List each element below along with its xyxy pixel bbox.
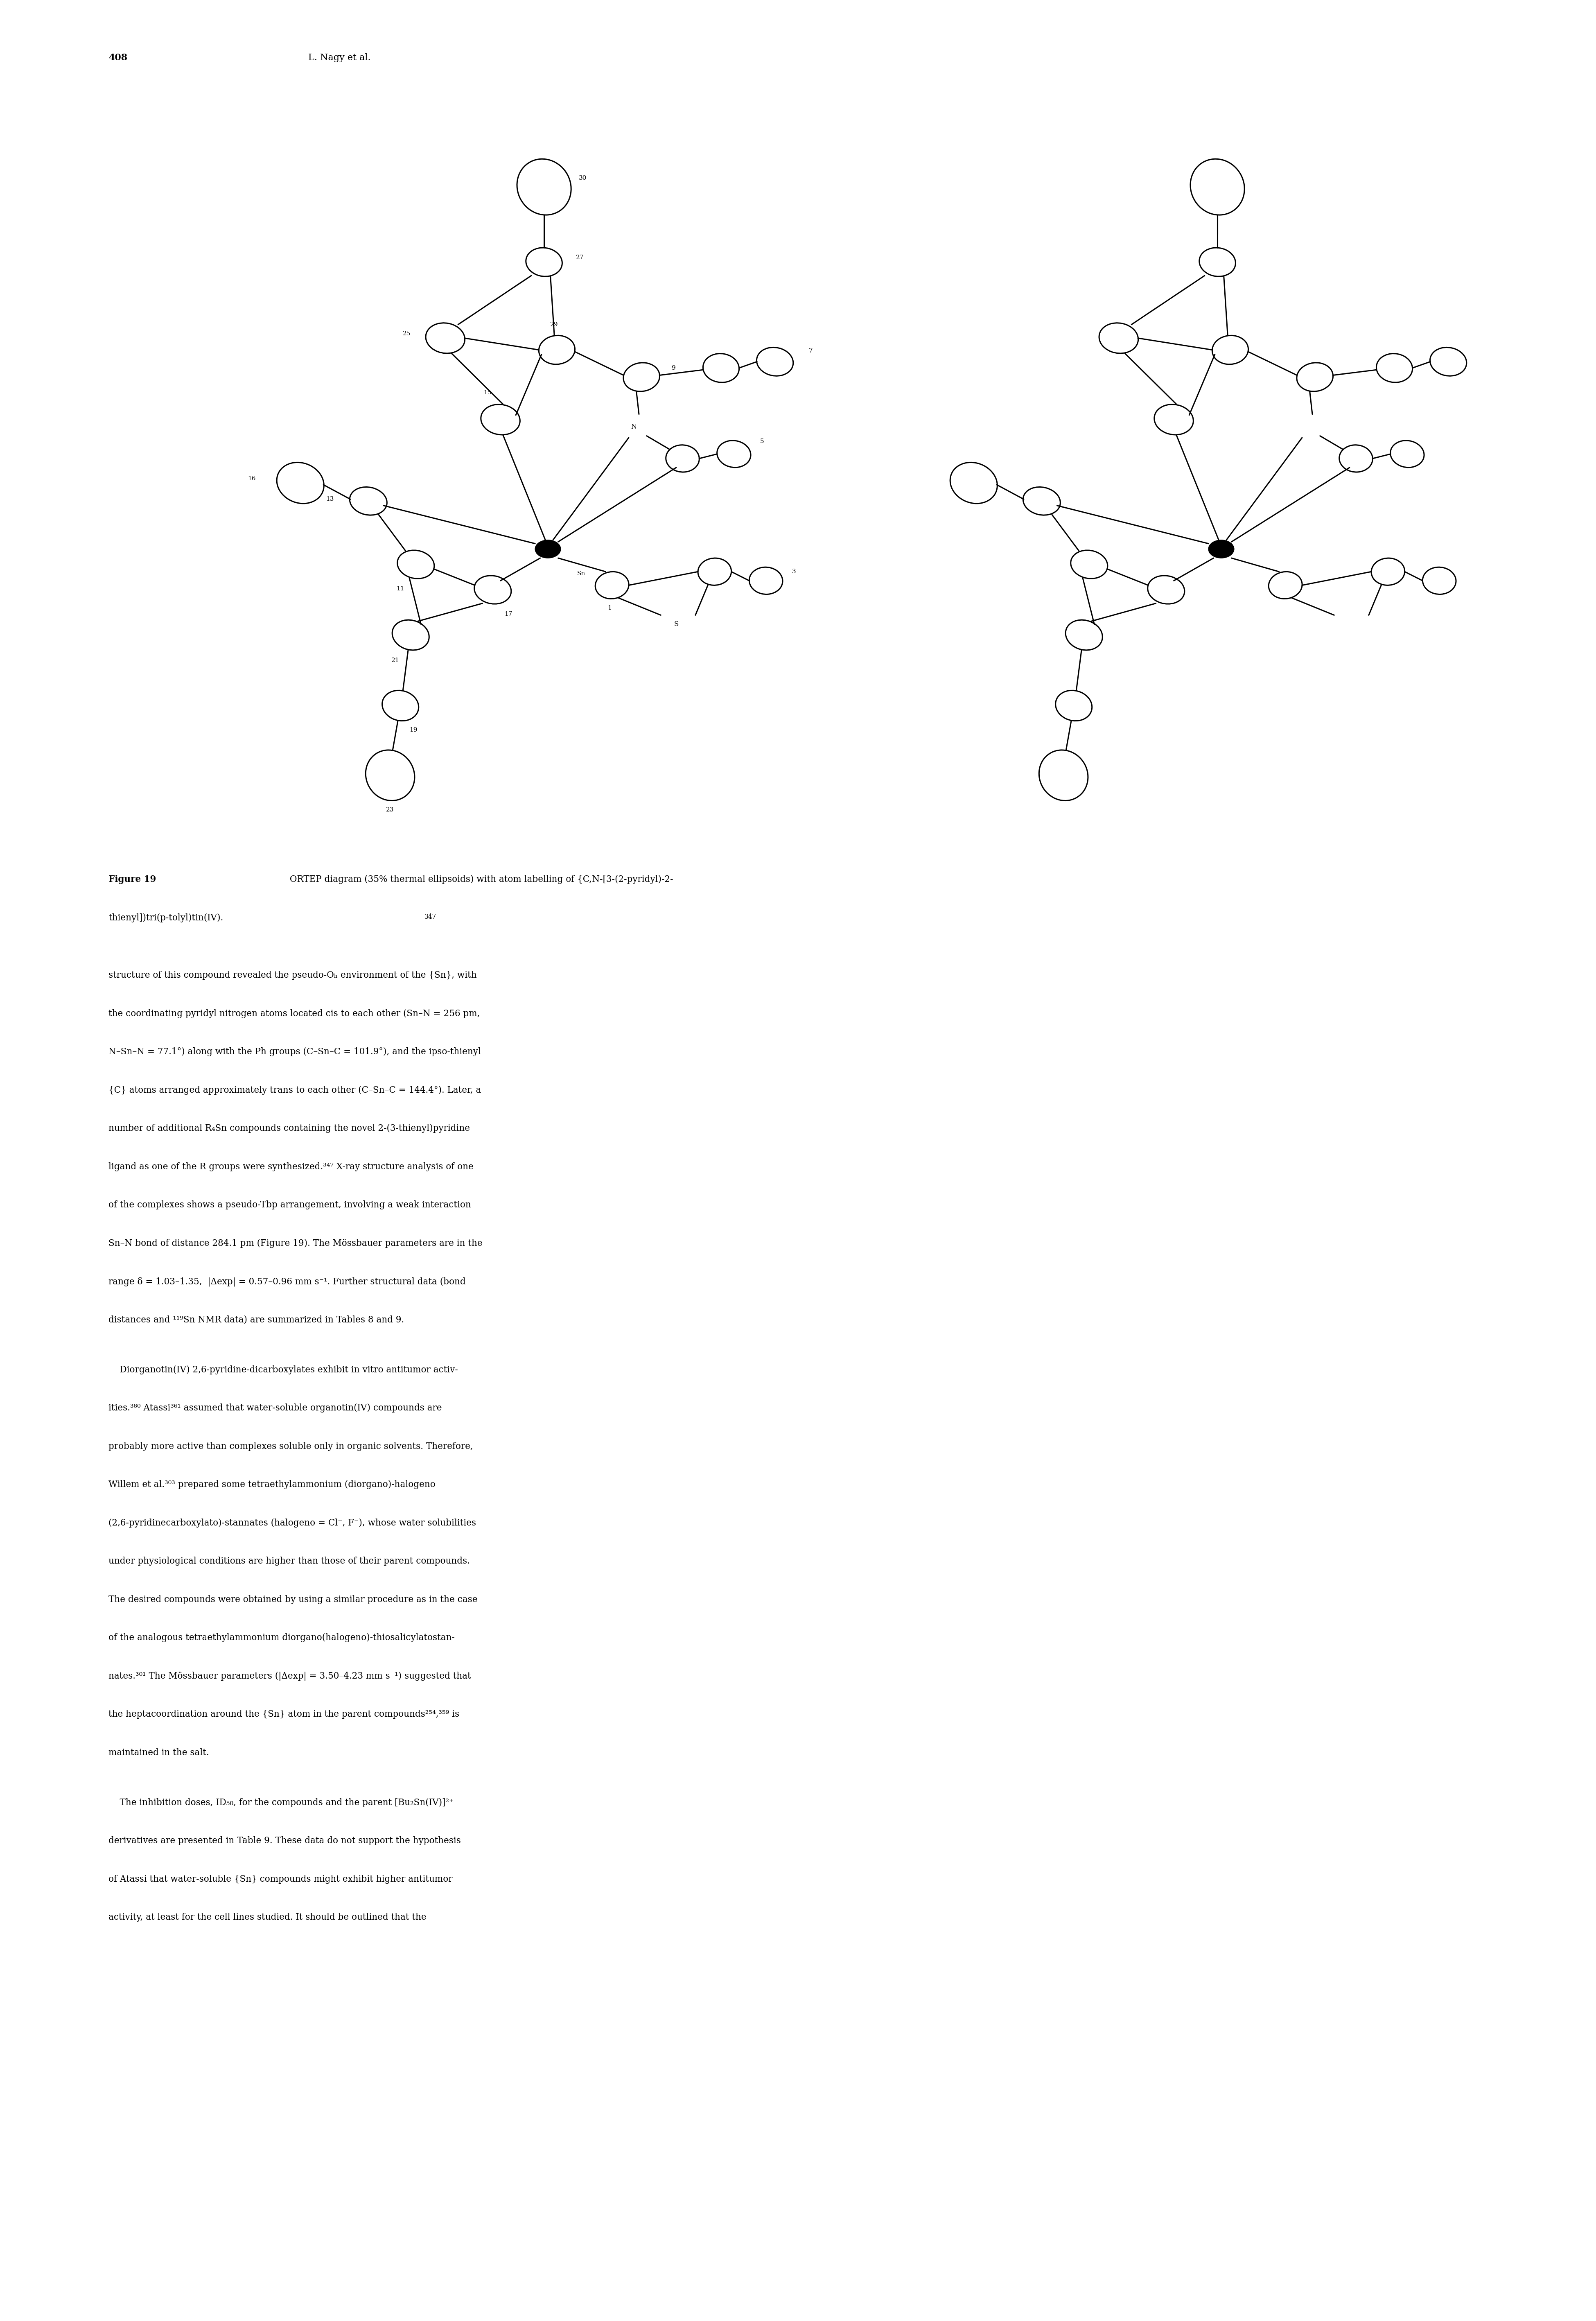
Text: the coordinating pyridyl nitrogen atoms located cis to each other (Sn–N = 256 pm: the coordinating pyridyl nitrogen atoms … bbox=[109, 1010, 480, 1019]
Text: distances and ¹¹⁹Sn NMR data) are summarized in Tables 8 and 9.: distances and ¹¹⁹Sn NMR data) are summar… bbox=[109, 1316, 404, 1325]
Text: Figure 19: Figure 19 bbox=[109, 875, 156, 884]
Text: 9: 9 bbox=[672, 364, 675, 371]
Ellipse shape bbox=[1208, 541, 1234, 557]
Text: N: N bbox=[630, 422, 637, 429]
Text: thienyl])tri(p-tolyl)tin(IV).: thienyl])tri(p-tolyl)tin(IV). bbox=[109, 912, 223, 921]
Text: activity, at least for the cell lines studied. It should be outlined that the: activity, at least for the cell lines st… bbox=[109, 1913, 426, 1922]
Text: S: S bbox=[674, 620, 678, 627]
Text: N–Sn–N = 77.1°) along with the Ph groups (C–Sn–C = 101.9°), and the ipso-thienyl: N–Sn–N = 77.1°) along with the Ph groups… bbox=[109, 1047, 480, 1056]
Text: of the complexes shows a pseudo-Tbp arrangement, involving a weak interaction: of the complexes shows a pseudo-Tbp arra… bbox=[109, 1200, 471, 1209]
Text: range δ = 1.03–1.35,  |Δexp| = 0.57–0.96 mm s⁻¹. Further structural data (bond: range δ = 1.03–1.35, |Δexp| = 0.57–0.96 … bbox=[109, 1277, 466, 1286]
Text: Diorganotin(IV) 2,6-pyridine-dicarboxylates exhibit in vitro antitumor activ-: Diorganotin(IV) 2,6-pyridine-dicarboxyla… bbox=[109, 1365, 458, 1374]
Text: 16: 16 bbox=[247, 476, 255, 480]
Text: derivatives are presented in Table 9. These data do not support the hypothesis: derivatives are presented in Table 9. Th… bbox=[109, 1836, 461, 1845]
Text: under physiological conditions are higher than those of their parent compounds.: under physiological conditions are highe… bbox=[109, 1557, 469, 1567]
Text: 408: 408 bbox=[109, 53, 128, 63]
Text: 7: 7 bbox=[809, 348, 812, 353]
Text: 25: 25 bbox=[402, 330, 410, 337]
Text: 15: 15 bbox=[484, 390, 492, 395]
Text: maintained in the salt.: maintained in the salt. bbox=[109, 1748, 209, 1757]
Text: nates.³⁰¹ The Mössbauer parameters (|Δexp| = 3.50–4.23 mm s⁻¹) suggested that: nates.³⁰¹ The Mössbauer parameters (|Δex… bbox=[109, 1671, 471, 1680]
Text: ligand as one of the R groups were synthesized.³⁴⁷ X-ray structure analysis of o: ligand as one of the R groups were synth… bbox=[109, 1163, 474, 1172]
Text: ORTEP diagram (35% thermal ellipsoids) with atom labelling of {C,N-[3-(2-pyridyl: ORTEP diagram (35% thermal ellipsoids) w… bbox=[284, 875, 674, 884]
Text: Willem et al.³⁰³ prepared some tetraethylammonium (diorgano)-halogeno: Willem et al.³⁰³ prepared some tetraethy… bbox=[109, 1481, 436, 1490]
Text: The inhibition doses, ID₅₀, for the compounds and the parent [Bu₂Sn(IV)]²⁺: The inhibition doses, ID₅₀, for the comp… bbox=[109, 1799, 453, 1808]
Text: ities.³⁶⁰ Atassi³⁶¹ assumed that water-soluble organotin(IV) compounds are: ities.³⁶⁰ Atassi³⁶¹ assumed that water-s… bbox=[109, 1404, 442, 1413]
Text: 13: 13 bbox=[326, 497, 334, 501]
Text: 19: 19 bbox=[409, 726, 417, 733]
Ellipse shape bbox=[535, 541, 560, 557]
Text: The desired compounds were obtained by using a similar procedure as in the case: The desired compounds were obtained by u… bbox=[109, 1595, 477, 1604]
Text: 29: 29 bbox=[551, 323, 559, 327]
Text: Sn–N bond of distance 284.1 pm (Figure 19). The Mössbauer parameters are in the: Sn–N bond of distance 284.1 pm (Figure 1… bbox=[109, 1239, 482, 1249]
Text: 3: 3 bbox=[792, 569, 796, 576]
Text: {C} atoms arranged approximately trans to each other (C–Sn–C = 144.4°). Later, a: {C} atoms arranged approximately trans t… bbox=[109, 1086, 480, 1096]
Text: 21: 21 bbox=[391, 657, 399, 664]
Text: 17: 17 bbox=[504, 610, 512, 617]
Text: 347: 347 bbox=[425, 912, 437, 919]
Text: 5: 5 bbox=[760, 439, 764, 443]
Text: (2,6-pyridinecarboxylato)-stannates (halogeno = Cl⁻, F⁻), whose water solubiliti: (2,6-pyridinecarboxylato)-stannates (hal… bbox=[109, 1518, 476, 1527]
Text: 1: 1 bbox=[608, 606, 611, 610]
Text: structure of this compound revealed the pseudo-Oₕ environment of the {Sn}, with: structure of this compound revealed the … bbox=[109, 970, 477, 979]
Text: 27: 27 bbox=[576, 255, 584, 260]
Text: 30: 30 bbox=[579, 174, 586, 181]
Text: 11: 11 bbox=[396, 585, 404, 592]
Text: number of additional R₄Sn compounds containing the novel 2-(3-thienyl)pyridine: number of additional R₄Sn compounds cont… bbox=[109, 1123, 469, 1133]
Text: L. Nagy et al.: L. Nagy et al. bbox=[308, 53, 370, 63]
Text: of Atassi that water-soluble {Sn} compounds might exhibit higher antitumor: of Atassi that water-soluble {Sn} compou… bbox=[109, 1875, 453, 1885]
Text: 23: 23 bbox=[386, 808, 394, 812]
Text: Sn: Sn bbox=[578, 571, 586, 576]
Text: probably more active than complexes soluble only in organic solvents. Therefore,: probably more active than complexes solu… bbox=[109, 1441, 472, 1451]
Text: of the analogous tetraethylammonium diorgano(halogeno)-thiosalicylatostan-: of the analogous tetraethylammonium dior… bbox=[109, 1634, 455, 1643]
Text: the heptacoordination around the {Sn} atom in the parent compounds²⁵⁴,³⁵⁹ is: the heptacoordination around the {Sn} at… bbox=[109, 1711, 460, 1720]
